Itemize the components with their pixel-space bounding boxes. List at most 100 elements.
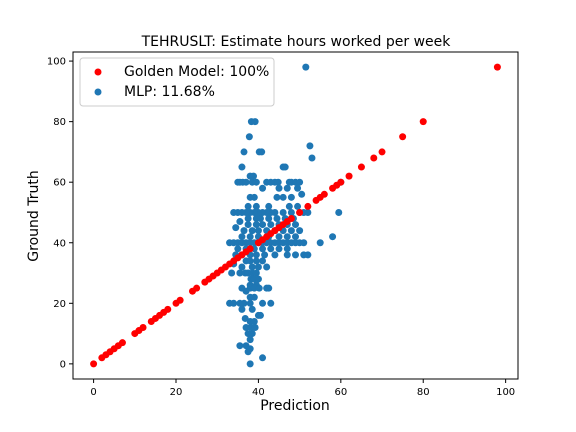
mlp-point — [287, 193, 295, 201]
mlp-point — [244, 221, 252, 229]
legend-marker-mlp — [94, 88, 102, 96]
mlp-point — [251, 324, 259, 332]
mlp-point — [275, 245, 283, 253]
mlp-point — [254, 263, 262, 271]
mlp-point — [267, 245, 275, 253]
mlp-point — [292, 233, 299, 241]
y-tick-label: 100 — [47, 57, 66, 68]
mlp-point — [242, 178, 250, 186]
mlp-point — [234, 245, 242, 253]
mlp-point — [265, 284, 273, 292]
mlp-point — [275, 233, 283, 241]
mlp-point — [292, 221, 299, 229]
mlp-point — [259, 245, 267, 253]
mlp-point — [259, 257, 267, 265]
y-tick-label: 80 — [53, 117, 66, 128]
golden-point — [139, 324, 147, 332]
golden-point — [399, 133, 407, 141]
golden-point — [345, 172, 353, 180]
golden-point — [493, 63, 501, 71]
mlp-point — [275, 184, 283, 192]
y-axis-label: Ground Truth — [26, 170, 42, 261]
mlp-point — [258, 148, 266, 156]
mlp-point — [236, 342, 244, 350]
legend-label-mlp: MLP: 11.68% — [124, 84, 215, 100]
golden-point — [370, 154, 378, 162]
mlp-point — [250, 193, 258, 201]
mlp-point — [248, 227, 256, 235]
golden-point — [164, 305, 172, 313]
mlp-point — [238, 233, 246, 241]
golden-point — [419, 118, 427, 126]
mlp-point — [302, 63, 310, 71]
mlp-point — [246, 299, 254, 307]
mlp-point — [249, 172, 257, 180]
plot-area-frame — [72, 51, 519, 380]
mlp-point — [296, 178, 304, 186]
mlp-point — [292, 251, 299, 259]
mlp-point — [273, 215, 281, 223]
golden-point — [246, 245, 254, 253]
mlp-point — [252, 257, 260, 265]
y-axis-ticks: 0 20 40 60 80 100 — [47, 57, 73, 370]
golden-point — [176, 296, 184, 304]
mlp-point — [265, 202, 273, 210]
golden-point — [304, 202, 312, 210]
mlp-point — [228, 269, 236, 277]
golden-point — [337, 178, 345, 186]
mlp-point — [242, 287, 250, 295]
mlp-point — [236, 299, 244, 307]
mlp-point — [244, 348, 252, 356]
golden-point — [357, 163, 365, 171]
mlp-point — [306, 142, 314, 150]
mlp-point — [274, 178, 282, 186]
mlp-point — [296, 227, 304, 235]
mlp-point — [248, 330, 256, 338]
mlp-point — [300, 239, 308, 247]
mlp-point — [283, 184, 291, 192]
mlp-point — [298, 190, 306, 198]
mlp-point — [287, 227, 295, 235]
mlp-point — [287, 208, 295, 216]
mlp-point — [238, 163, 246, 171]
golden-point — [118, 339, 126, 347]
mlp-point — [252, 202, 260, 210]
mlp-point — [261, 251, 269, 259]
mlp-point — [250, 317, 258, 325]
mlp-point — [240, 227, 248, 235]
x-tick-label: 80 — [417, 387, 430, 398]
mlp-point — [252, 269, 260, 277]
mlp-point — [294, 202, 302, 210]
x-tick-label: 40 — [252, 387, 265, 398]
mlp-point — [271, 251, 279, 259]
golden-point — [378, 148, 386, 156]
mlp-point — [245, 133, 253, 141]
golden-point — [90, 360, 98, 368]
mlp-point — [246, 233, 254, 241]
mlp-point — [236, 218, 244, 226]
mlp-point — [267, 178, 275, 186]
mlp-point — [230, 208, 238, 216]
mlp-point — [308, 154, 316, 162]
mlp-point — [246, 257, 254, 265]
mlp-point — [232, 224, 240, 232]
mlp-point — [263, 263, 271, 271]
x-axis-ticks: 0 20 40 60 80 100 — [90, 379, 515, 398]
mlp-point — [267, 221, 275, 229]
mlp-point — [279, 193, 287, 201]
mlp-point — [283, 245, 291, 253]
mlp-point — [259, 299, 267, 307]
mlp-point — [265, 215, 273, 223]
mlp-point — [248, 263, 256, 271]
mlp-point — [242, 324, 250, 332]
mlp-point — [250, 293, 258, 301]
y-tick-label: 0 — [60, 359, 66, 370]
mlp-point — [230, 299, 238, 307]
mlp-point — [273, 193, 281, 201]
y-tick-label: 20 — [53, 299, 66, 310]
mlp-point — [259, 184, 267, 192]
golden-point — [287, 215, 295, 223]
mlp-point — [244, 202, 252, 210]
x-tick-label: 20 — [170, 387, 183, 398]
mlp-point — [254, 275, 262, 283]
